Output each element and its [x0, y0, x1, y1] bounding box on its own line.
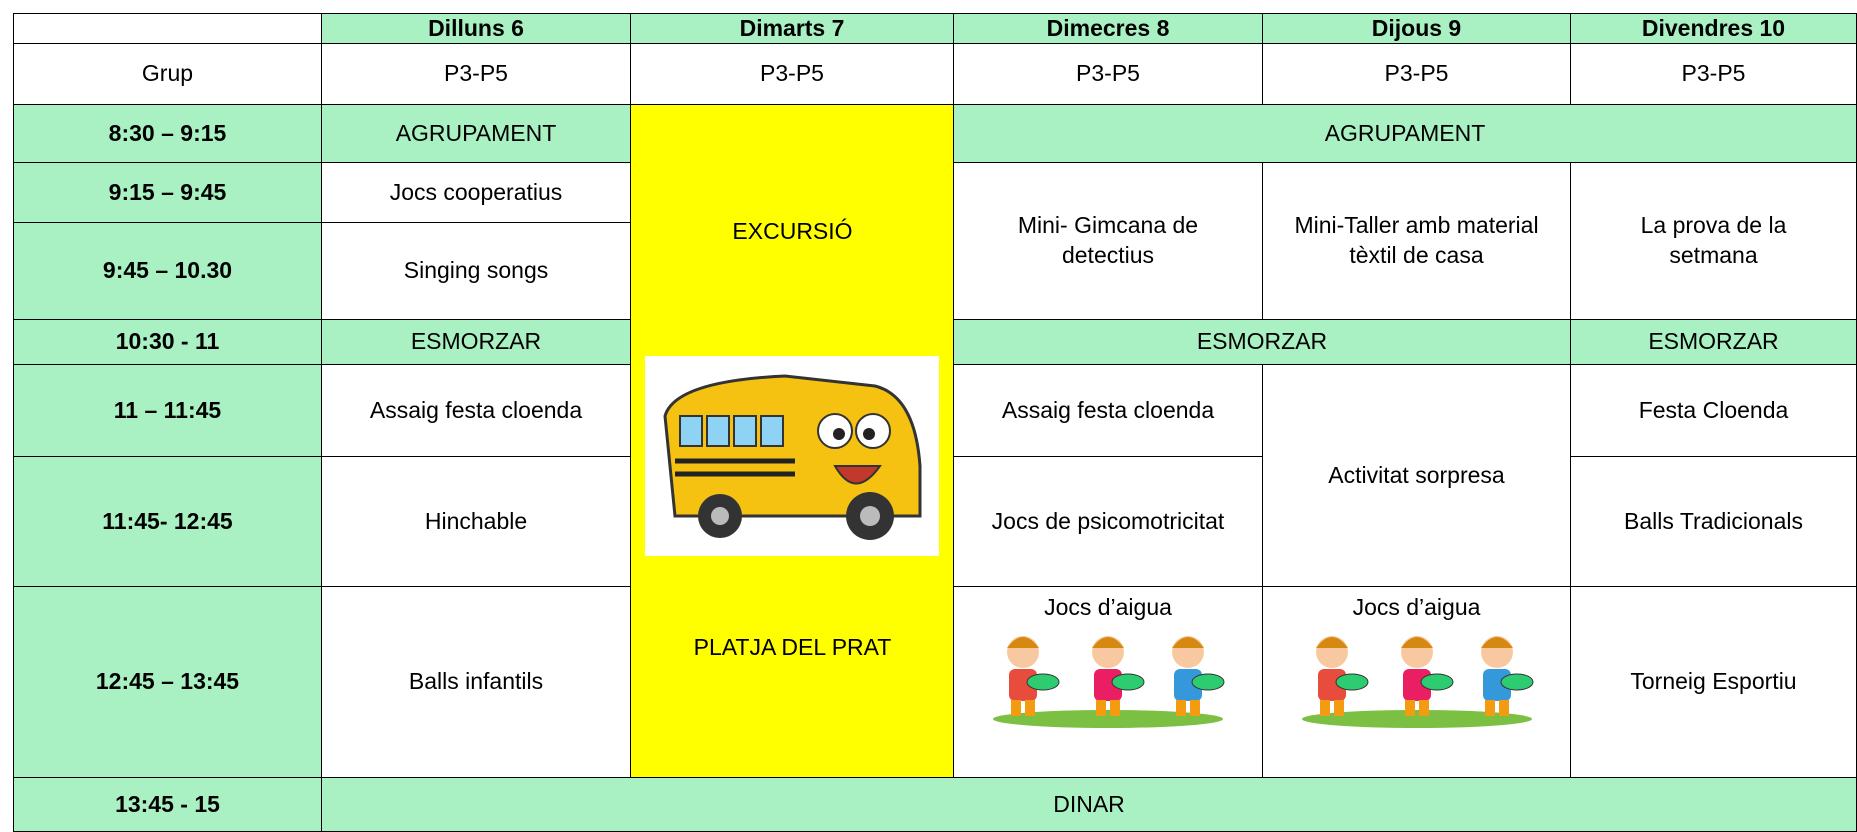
kid-shape	[1320, 700, 1330, 716]
day-header: Divendres 10	[1570, 13, 1857, 44]
kid-shape	[1481, 637, 1513, 648]
group-value: P3-P5	[630, 43, 954, 105]
kid-shape	[1110, 700, 1120, 716]
time-cell: 9:15 – 9:45	[13, 162, 322, 223]
activity-cell: Activitat sorpresa	[1262, 364, 1571, 587]
kid-shape	[1092, 637, 1124, 648]
activity-cell: Assaig festa cloenda	[953, 364, 1263, 457]
time-cell: 10:30 - 11	[13, 319, 322, 365]
group-value: P3-P5	[953, 43, 1263, 105]
kid-shape	[1500, 673, 1534, 691]
activity-cell: ESMORZAR	[1570, 319, 1857, 365]
group-label: Grup	[13, 43, 322, 105]
time-cell: 8:30 – 9:15	[13, 104, 322, 163]
day-header: Dimarts 7	[630, 13, 954, 44]
kid-shape	[1420, 673, 1454, 691]
kid-shape	[1316, 637, 1348, 648]
activity-cell: Torneig Esportiu	[1570, 586, 1857, 778]
kid-shape	[1172, 637, 1204, 648]
kids-image	[1302, 636, 1534, 728]
kid-shape	[1419, 700, 1429, 716]
group-value: P3-P5	[1570, 43, 1857, 105]
activity-cell: Balls infantils	[321, 586, 631, 778]
kid-shape	[1485, 700, 1495, 716]
activity-cell: ESMORZAR	[953, 319, 1571, 365]
kid-shape	[1026, 673, 1060, 691]
kid-shape	[1111, 673, 1145, 691]
activity-cell: Jocs de psicomotricitat	[953, 456, 1263, 587]
kid-shape	[1302, 710, 1532, 728]
kid-shape	[1096, 700, 1106, 716]
kid-shape	[1335, 673, 1369, 691]
activity-cell: DINAR	[321, 777, 1857, 832]
kid-shape	[1025, 700, 1035, 716]
kid-shape	[1176, 700, 1186, 716]
activity-cell: ESMORZAR	[321, 319, 631, 365]
activity-cell: La prova de la setmana	[1570, 162, 1857, 320]
kid-shape	[1190, 700, 1200, 716]
group-value: P3-P5	[1262, 43, 1571, 105]
time-cell: 13:45 - 15	[13, 777, 322, 832]
kid-shape	[1499, 700, 1509, 716]
kid-shape	[1007, 637, 1039, 648]
kid-shape	[993, 710, 1223, 728]
time-cell: 11 – 11:45	[13, 364, 322, 457]
group-value: P3-P5	[321, 43, 631, 105]
day-header: Dimecres 8	[953, 13, 1263, 44]
activity-cell: Singing songs	[321, 222, 631, 320]
activity-cell: Hinchable	[321, 456, 631, 587]
activity-cell: Assaig festa cloenda	[321, 364, 631, 457]
kid-shape	[1334, 700, 1344, 716]
kid-shape	[1011, 700, 1021, 716]
activity-cell: Festa Cloenda	[1570, 364, 1857, 457]
kid-shape	[1191, 673, 1225, 691]
time-cell: 11:45- 12:45	[13, 456, 322, 587]
activity-cell: AGRUPAMENT	[321, 104, 631, 163]
activity-cell: Balls Tradicionals	[1570, 456, 1857, 587]
excursion-bottom: PLATJA DEL PRAT	[693, 634, 892, 660]
kid-shape	[1401, 637, 1433, 648]
time-cell: 12:45 – 13:45	[13, 586, 322, 778]
bus-image	[645, 356, 939, 556]
excursion-top: EXCURSIÓ	[732, 218, 853, 244]
activity-cell: Mini-Taller amb material tèxtil de casa	[1262, 162, 1571, 320]
day-header: Dijous 9	[1262, 13, 1571, 44]
activity-cell: AGRUPAMENT	[953, 104, 1857, 163]
kids-image	[993, 636, 1225, 728]
corner-cell	[13, 13, 322, 44]
activity-cell: Mini- Gimcana de detectius	[953, 162, 1263, 320]
time-cell: 9:45 – 10.30	[13, 222, 322, 320]
day-header: Dilluns 6	[321, 13, 631, 44]
kid-shape	[1405, 700, 1415, 716]
activity-cell: Jocs cooperatius	[321, 162, 631, 223]
